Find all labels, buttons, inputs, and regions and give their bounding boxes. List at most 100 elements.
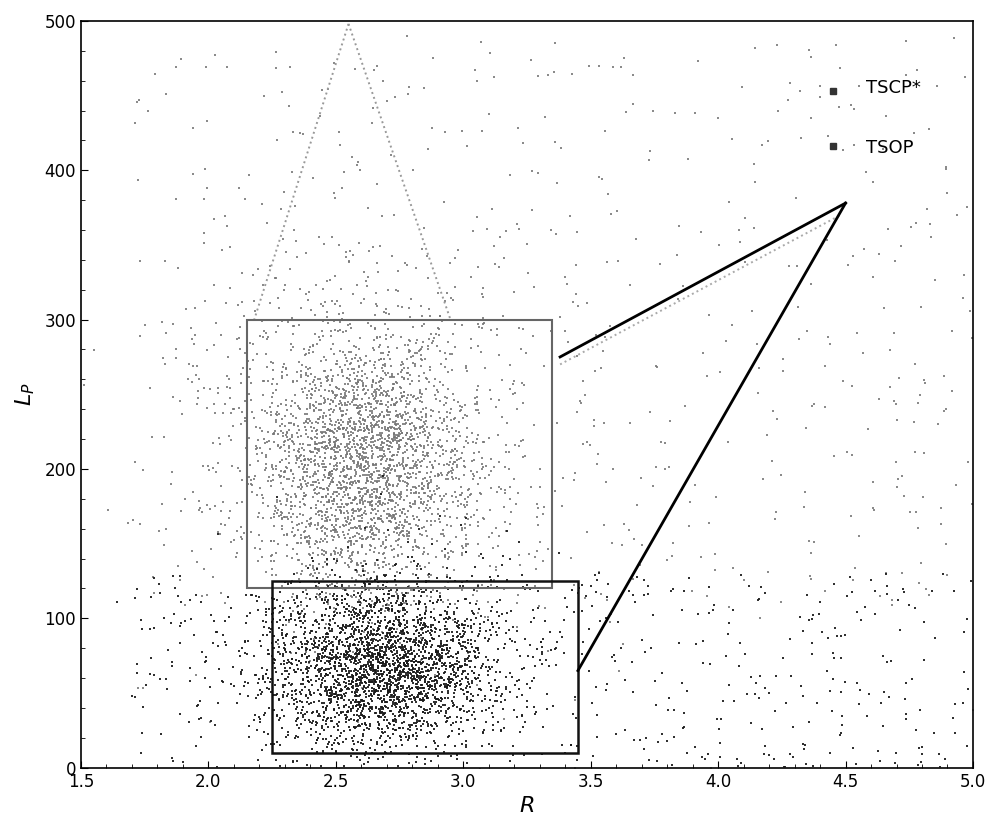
Point xyxy=(254,550,270,564)
Point xyxy=(408,467,424,481)
Point xyxy=(277,409,293,422)
Point xyxy=(460,686,476,699)
Point xyxy=(407,437,423,450)
Point xyxy=(407,457,423,471)
Point xyxy=(376,384,392,398)
Point xyxy=(345,700,361,713)
Point xyxy=(329,676,345,689)
Point xyxy=(313,505,329,518)
Point xyxy=(283,502,299,515)
Point xyxy=(409,681,425,695)
Point xyxy=(349,705,365,718)
Point xyxy=(322,457,338,471)
Point xyxy=(363,495,379,508)
Point xyxy=(237,192,253,205)
Point xyxy=(372,764,388,777)
Point xyxy=(872,589,888,603)
Point xyxy=(352,496,368,509)
Point xyxy=(357,684,373,697)
Point xyxy=(342,477,358,491)
Point xyxy=(348,492,364,505)
Point xyxy=(645,479,661,492)
Point xyxy=(250,262,266,276)
Point xyxy=(379,655,395,668)
Point xyxy=(447,681,463,694)
Point xyxy=(172,708,188,721)
Point xyxy=(349,444,365,457)
Point xyxy=(323,470,339,483)
Point xyxy=(421,333,437,346)
Point xyxy=(276,654,292,667)
Point xyxy=(274,417,290,431)
Point xyxy=(284,652,300,666)
Point xyxy=(344,571,360,584)
Point xyxy=(341,720,357,734)
Point xyxy=(293,615,309,628)
Point xyxy=(358,462,374,476)
Point xyxy=(394,638,410,652)
Point xyxy=(373,540,389,553)
Point xyxy=(350,381,366,394)
Point xyxy=(430,639,446,652)
Point xyxy=(302,439,318,452)
Point xyxy=(412,666,428,680)
Point xyxy=(929,80,945,93)
Point xyxy=(441,551,457,564)
Point xyxy=(298,662,314,676)
Point xyxy=(327,687,343,701)
Point xyxy=(280,315,296,329)
Point xyxy=(411,501,427,515)
Point xyxy=(525,329,541,342)
Point xyxy=(297,714,313,727)
Point xyxy=(403,655,419,668)
Point xyxy=(417,608,433,621)
Point xyxy=(378,747,394,760)
Point xyxy=(311,504,327,517)
Point xyxy=(395,603,411,617)
Point xyxy=(417,471,433,485)
Point xyxy=(264,549,280,562)
Point xyxy=(458,671,474,685)
Point xyxy=(782,77,798,90)
Point xyxy=(217,636,233,649)
Point xyxy=(356,666,372,679)
Point xyxy=(371,689,387,702)
Point xyxy=(239,469,255,482)
Point xyxy=(454,668,470,681)
Point xyxy=(575,437,591,451)
Point xyxy=(353,556,369,569)
Point xyxy=(186,628,202,642)
Point xyxy=(401,692,417,705)
Point xyxy=(412,386,428,399)
Point xyxy=(466,721,482,735)
Point xyxy=(364,404,380,417)
Point xyxy=(237,346,253,359)
Point xyxy=(549,416,565,429)
Point xyxy=(353,631,369,644)
Point xyxy=(297,637,313,651)
Point xyxy=(165,569,181,583)
Point xyxy=(369,523,385,536)
Point xyxy=(418,687,434,701)
Point xyxy=(441,425,457,438)
Point xyxy=(350,400,366,413)
Point xyxy=(391,696,407,709)
Point xyxy=(402,632,418,645)
Point xyxy=(358,349,374,363)
Point xyxy=(388,534,404,547)
Point xyxy=(395,623,411,637)
Point xyxy=(449,617,465,630)
Point xyxy=(372,595,388,608)
Point xyxy=(359,622,375,635)
Point xyxy=(278,460,294,473)
Point xyxy=(317,632,333,646)
Point xyxy=(472,471,488,485)
Point xyxy=(437,549,453,563)
Point xyxy=(373,664,389,677)
Point xyxy=(406,619,422,632)
Point xyxy=(342,452,358,465)
Point xyxy=(499,606,515,619)
Point xyxy=(368,685,384,698)
Point xyxy=(444,659,460,672)
Point xyxy=(347,470,363,483)
